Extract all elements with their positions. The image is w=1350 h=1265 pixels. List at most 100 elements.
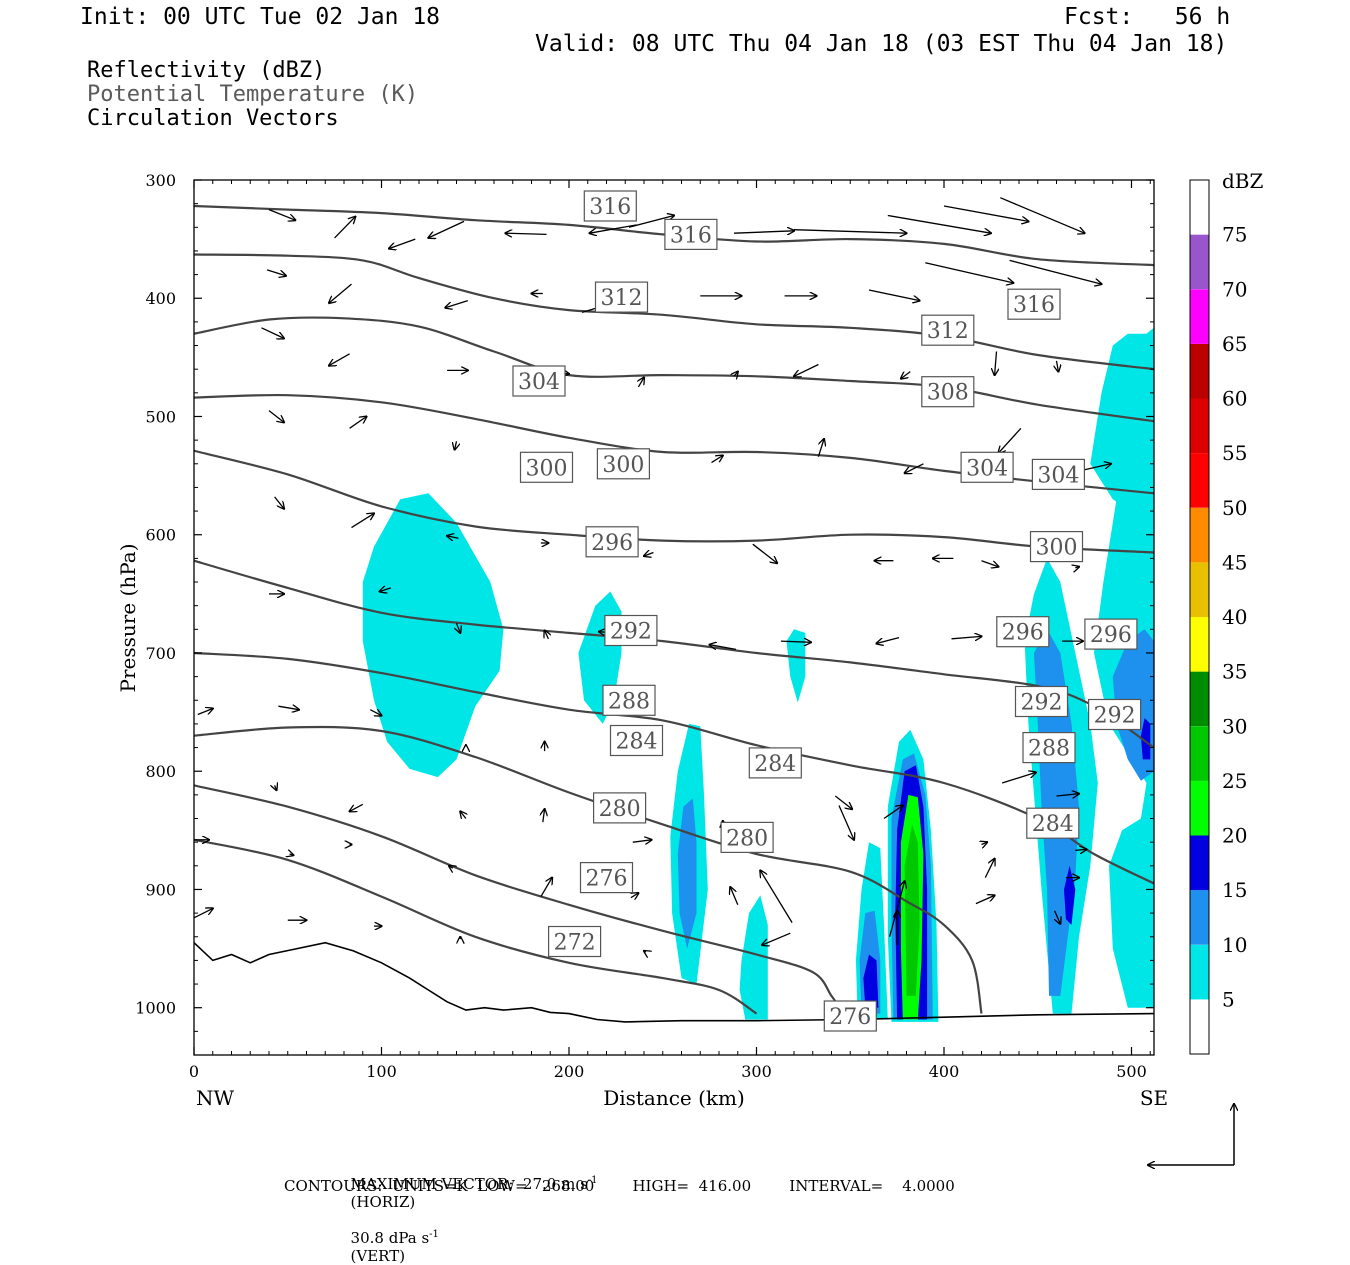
circulation-vector bbox=[631, 893, 639, 898]
circulation-vector bbox=[794, 363, 819, 377]
circulation-vector bbox=[329, 353, 350, 366]
theta-contour-300 bbox=[194, 449, 1154, 554]
circulation-vector bbox=[1009, 259, 1102, 284]
contour-label-272: 272 bbox=[554, 931, 596, 956]
contour-label-292: 292 bbox=[1021, 691, 1063, 716]
circulation-vector bbox=[349, 417, 367, 429]
y-tick-label: 300 bbox=[145, 171, 176, 190]
x-axis-label: Distance (km) bbox=[603, 1086, 745, 1110]
contour-label-300: 300 bbox=[526, 456, 568, 481]
reflectivity-cell-5dbz bbox=[739, 895, 768, 1020]
reflectivity-cell-10dbz bbox=[677, 798, 697, 949]
colorbar-segment bbox=[1190, 617, 1209, 672]
circulation-vector bbox=[817, 439, 824, 457]
contour-label-box bbox=[1014, 685, 1069, 718]
y-tick-label: 1000 bbox=[135, 999, 176, 1018]
y-axis-label: Pressure (hPa) bbox=[116, 544, 140, 693]
colorbar-tick-label: 30 bbox=[1222, 714, 1247, 738]
contour-label-box bbox=[547, 925, 602, 958]
contour-label-box bbox=[823, 1000, 877, 1032]
circulation-vector bbox=[197, 709, 213, 716]
circulation-vector bbox=[760, 871, 793, 923]
colorbar-segment bbox=[1190, 453, 1209, 508]
colorbar-tick-label: 25 bbox=[1222, 769, 1247, 793]
contour-label-288: 288 bbox=[608, 689, 650, 714]
horizontal-label: (HORIZ) bbox=[350, 1193, 416, 1211]
contour-label-316: 316 bbox=[670, 223, 712, 248]
circulation-vector bbox=[1000, 197, 1084, 234]
y-tick-label: 400 bbox=[145, 289, 176, 308]
circulation-vector bbox=[638, 378, 644, 388]
circulation-vector bbox=[1075, 567, 1079, 568]
reflectivity-cell-25dbz bbox=[904, 824, 920, 996]
circulation-vector bbox=[1084, 464, 1111, 471]
colorbar-tick-label: 45 bbox=[1222, 550, 1247, 574]
colorbar-tick-label: 65 bbox=[1222, 332, 1247, 356]
contour-info: CONTOURS: UNITS=K LOW= 268.00 HIGH= 416.… bbox=[284, 1177, 955, 1195]
max-vector-vertical-value: 30.8 dPa s bbox=[350, 1229, 430, 1247]
circulation-vector bbox=[278, 706, 299, 710]
circulation-vector bbox=[447, 536, 459, 538]
circulation-vector bbox=[457, 623, 461, 633]
circulation-vector bbox=[883, 806, 903, 820]
contour-label-box bbox=[594, 281, 649, 313]
theta-contour-280 bbox=[194, 838, 758, 1015]
field-reflectivity: Reflectivity (dBZ) bbox=[87, 58, 326, 83]
x-tick-label: 400 bbox=[929, 1062, 960, 1081]
circulation-vector bbox=[369, 710, 381, 716]
contour-label-312: 312 bbox=[927, 319, 969, 344]
circulation-vector bbox=[290, 854, 294, 855]
colorbar-segment bbox=[1190, 780, 1209, 836]
contour-label-box bbox=[996, 616, 1050, 648]
contour-label-292: 292 bbox=[1094, 704, 1136, 729]
circulation-vector bbox=[389, 238, 416, 249]
forecast-hour: Fcst: 56 h bbox=[1064, 4, 1231, 30]
circulation-vector bbox=[834, 795, 852, 809]
contour-label-304: 304 bbox=[1037, 463, 1079, 488]
colorbar-segment bbox=[1190, 726, 1209, 781]
circulation-vector bbox=[984, 859, 994, 878]
field-vectors: Circulation Vectors bbox=[87, 106, 339, 131]
colorbar-segment bbox=[1190, 343, 1209, 399]
contour-label-box bbox=[1007, 288, 1061, 320]
circulation-vector bbox=[505, 233, 547, 234]
circulation-vector bbox=[982, 842, 988, 844]
contour-label-316: 316 bbox=[589, 195, 631, 220]
contour-label-276: 276 bbox=[586, 867, 628, 892]
contour-label-276: 276 bbox=[829, 1005, 871, 1030]
colorbar-segment bbox=[1190, 507, 1209, 563]
circulation-vector bbox=[838, 805, 854, 840]
contour-label-280: 280 bbox=[599, 797, 641, 822]
circulation-vector bbox=[644, 951, 646, 952]
init-time: Init: 00 UTC Tue 02 Jan 18 bbox=[80, 4, 441, 30]
circulation-vector bbox=[780, 641, 811, 642]
circulation-vector bbox=[995, 351, 997, 376]
circulation-vector bbox=[275, 785, 277, 790]
circulation-vector bbox=[628, 216, 674, 228]
colorbar-segment bbox=[1190, 234, 1209, 290]
contour-label-box bbox=[921, 314, 975, 346]
colorbar-segment bbox=[1190, 289, 1209, 344]
y-tick-label: 600 bbox=[145, 526, 176, 545]
vertical-unit-exponent: -1 bbox=[429, 1229, 439, 1240]
colorbar-segment bbox=[1190, 835, 1209, 891]
contour-label-box bbox=[592, 792, 647, 824]
colorbar-tick-label: 35 bbox=[1222, 660, 1247, 684]
circulation-vector bbox=[266, 269, 286, 276]
colorbar-tick-label: 10 bbox=[1222, 933, 1247, 957]
y-tick-label: 500 bbox=[145, 407, 176, 426]
contour-label-box bbox=[596, 448, 651, 480]
x-tick-label: 0 bbox=[189, 1062, 199, 1081]
contour-label-box bbox=[604, 614, 658, 647]
circulation-vector bbox=[540, 878, 552, 897]
x-axis-right-end-label: SE bbox=[1140, 1086, 1168, 1110]
valid-time: Valid: 08 UTC Thu 04 Jan 18 (03 EST Thu … bbox=[535, 31, 1228, 57]
circulation-vector bbox=[901, 371, 911, 379]
colorbar-segment bbox=[1190, 562, 1209, 617]
theta-contour-296 bbox=[194, 559, 1154, 749]
circulation-vector bbox=[268, 410, 284, 423]
circulation-vector bbox=[334, 217, 356, 239]
circulation-vector bbox=[888, 881, 905, 937]
circulation-vector bbox=[590, 224, 637, 233]
contour-label-284: 284 bbox=[754, 752, 796, 777]
